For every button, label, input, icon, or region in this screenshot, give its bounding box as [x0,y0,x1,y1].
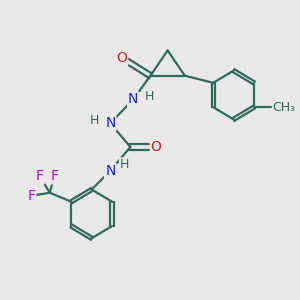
Text: H: H [120,158,129,171]
Text: H: H [144,90,154,103]
Text: F: F [36,169,44,184]
Text: F: F [50,169,58,184]
Text: CH₃: CH₃ [273,101,296,114]
Text: F: F [27,189,35,203]
Text: O: O [116,51,127,65]
Text: N: N [128,92,138,106]
Text: N: N [105,164,116,178]
Text: H: H [90,114,99,127]
Text: O: O [151,140,162,154]
Text: N: N [105,116,116,130]
